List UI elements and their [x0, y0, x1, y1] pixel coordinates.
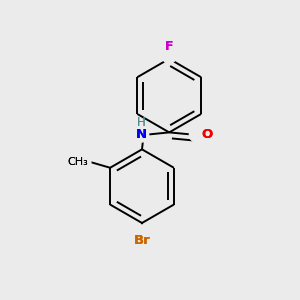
- Circle shape: [77, 155, 91, 169]
- Text: Br: Br: [134, 235, 150, 248]
- Text: N: N: [136, 128, 147, 142]
- Circle shape: [135, 128, 149, 142]
- Text: CH₃: CH₃: [67, 157, 88, 167]
- Text: O: O: [201, 128, 212, 142]
- Text: H: H: [137, 116, 146, 129]
- Text: H: H: [137, 116, 146, 129]
- Circle shape: [135, 225, 149, 239]
- Text: F: F: [165, 40, 173, 53]
- Text: O: O: [201, 128, 212, 142]
- Circle shape: [189, 128, 203, 142]
- Text: Br: Br: [134, 235, 150, 248]
- Text: N: N: [136, 128, 147, 142]
- Text: CH₃: CH₃: [67, 157, 88, 167]
- Text: F: F: [165, 40, 173, 53]
- Circle shape: [162, 49, 176, 63]
